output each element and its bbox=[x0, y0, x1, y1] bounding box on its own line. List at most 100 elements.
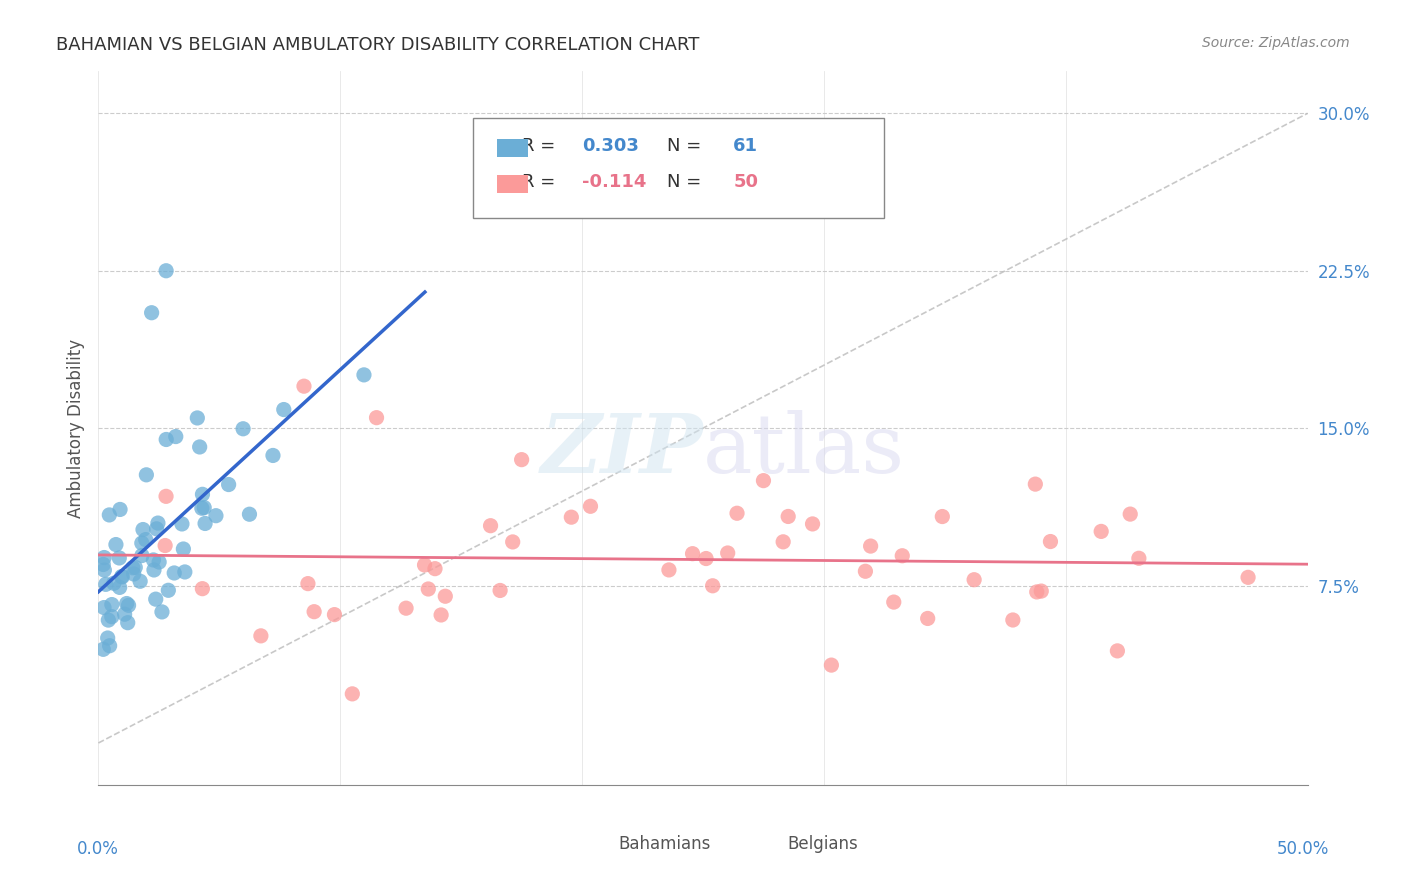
Bahamians bbox=[262, 449, 284, 463]
Belgians bbox=[297, 576, 319, 591]
Bahamians bbox=[111, 570, 134, 584]
Belgians bbox=[502, 535, 524, 549]
Bahamians bbox=[150, 605, 173, 619]
Bahamians bbox=[93, 563, 115, 577]
Bahamians bbox=[148, 555, 170, 569]
Y-axis label: Ambulatory Disability: Ambulatory Disability bbox=[66, 339, 84, 517]
Belgians bbox=[342, 687, 364, 701]
Belgians bbox=[560, 510, 582, 524]
Bahamians bbox=[94, 577, 117, 591]
Bahamians bbox=[117, 615, 139, 630]
Bahamians bbox=[145, 592, 167, 607]
Bahamians bbox=[193, 500, 215, 515]
Belgians bbox=[752, 474, 775, 488]
Bahamians bbox=[170, 516, 193, 531]
Bahamians bbox=[163, 566, 186, 580]
Text: Bahamians: Bahamians bbox=[619, 835, 711, 853]
Belgians bbox=[155, 489, 177, 503]
Bahamians bbox=[121, 561, 143, 575]
Bahamians bbox=[122, 566, 145, 581]
Bahamians bbox=[353, 368, 375, 382]
Bar bbox=[763, 819, 787, 831]
Belgians bbox=[1025, 585, 1047, 599]
Belgians bbox=[695, 551, 717, 566]
FancyBboxPatch shape bbox=[474, 118, 884, 218]
Bahamians bbox=[114, 607, 136, 622]
Bahamians bbox=[91, 558, 114, 572]
Belgians bbox=[579, 500, 602, 514]
Belgians bbox=[430, 607, 453, 622]
Bahamians bbox=[145, 522, 167, 536]
Belgians bbox=[395, 601, 418, 615]
Bahamians bbox=[146, 516, 169, 530]
Belgians bbox=[820, 658, 842, 673]
Belgians bbox=[479, 518, 502, 533]
Bahamians bbox=[173, 565, 195, 579]
Text: 0.303: 0.303 bbox=[582, 137, 638, 155]
Belgians bbox=[1237, 570, 1260, 584]
Belgians bbox=[1039, 534, 1062, 549]
Belgians bbox=[883, 595, 905, 609]
Text: BAHAMIAN VS BELGIAN AMBULATORY DISABILITY CORRELATION CHART: BAHAMIAN VS BELGIAN AMBULATORY DISABILIT… bbox=[56, 36, 700, 54]
Bahamians bbox=[232, 422, 254, 436]
Belgians bbox=[423, 562, 446, 576]
Bahamians bbox=[131, 536, 153, 550]
Bahamians bbox=[132, 523, 155, 537]
Text: 50.0%: 50.0% bbox=[1277, 840, 1329, 858]
Text: R =: R = bbox=[522, 173, 561, 191]
Text: 50: 50 bbox=[734, 173, 758, 191]
Belgians bbox=[717, 546, 740, 560]
Belgians bbox=[658, 563, 681, 577]
Belgians bbox=[801, 516, 824, 531]
Text: 0.0%: 0.0% bbox=[77, 840, 120, 858]
Belgians bbox=[418, 582, 440, 596]
Text: R =: R = bbox=[522, 137, 561, 155]
Belgians bbox=[1001, 613, 1024, 627]
Bahamians bbox=[135, 467, 157, 482]
Bahamians bbox=[108, 551, 131, 566]
Bahamians bbox=[124, 560, 146, 574]
Bahamians bbox=[101, 598, 124, 612]
Belgians bbox=[725, 506, 748, 520]
Text: atlas: atlas bbox=[703, 409, 905, 490]
Text: 61: 61 bbox=[734, 137, 758, 155]
Bahamians bbox=[98, 508, 121, 522]
Bahamians bbox=[191, 501, 214, 516]
Bar bbox=[498, 139, 527, 157]
Bahamians bbox=[273, 402, 295, 417]
Bahamians bbox=[143, 563, 166, 577]
Bahamians bbox=[103, 576, 125, 591]
Text: -0.114: -0.114 bbox=[582, 173, 647, 191]
Belgians bbox=[323, 607, 346, 622]
Belgians bbox=[859, 539, 882, 553]
Belgians bbox=[366, 410, 388, 425]
Bahamians bbox=[131, 549, 153, 563]
Belgians bbox=[855, 564, 877, 578]
Bahamians bbox=[111, 569, 134, 583]
Bahamians bbox=[97, 631, 120, 645]
Belgians bbox=[191, 582, 214, 596]
Bahamians bbox=[129, 574, 152, 589]
Belgians bbox=[931, 509, 953, 524]
Bahamians bbox=[108, 581, 131, 595]
Bahamians bbox=[91, 642, 114, 657]
Bahamians bbox=[194, 516, 217, 531]
Belgians bbox=[772, 534, 794, 549]
Bar bbox=[498, 175, 527, 193]
Text: Belgians: Belgians bbox=[787, 835, 859, 853]
Bahamians bbox=[205, 508, 228, 523]
Belgians bbox=[413, 558, 436, 572]
Belgians bbox=[778, 509, 800, 524]
Belgians bbox=[1024, 477, 1046, 491]
Bahamians bbox=[191, 487, 214, 501]
Text: Source: ZipAtlas.com: Source: ZipAtlas.com bbox=[1202, 36, 1350, 50]
Belgians bbox=[891, 549, 914, 563]
Bahamians bbox=[155, 433, 177, 447]
Belgians bbox=[434, 589, 457, 603]
Belgians bbox=[153, 539, 176, 553]
Belgians bbox=[702, 579, 724, 593]
Belgians bbox=[292, 379, 315, 393]
Bahamians bbox=[93, 550, 115, 565]
Bahamians bbox=[115, 597, 138, 611]
Bahamians bbox=[188, 440, 211, 454]
